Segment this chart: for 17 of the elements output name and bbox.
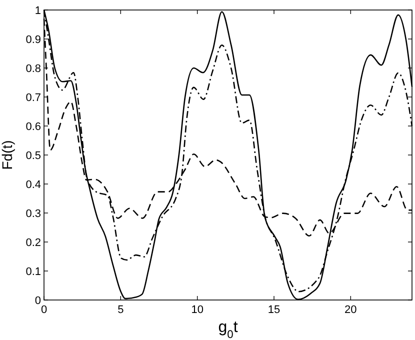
- x-tick-label: 20: [344, 304, 357, 316]
- y-tick-label: 0.6: [26, 120, 41, 133]
- x-tick-label: 5: [118, 304, 124, 316]
- x-axis-title: g$_{0}$t: [218, 319, 238, 340]
- y-tick-label: 1: [34, 4, 41, 17]
- y-tick-label: 0.9: [26, 34, 41, 46]
- y-tick-label: 0.2: [26, 236, 41, 249]
- y-axis-title: Fd(t): [0, 140, 15, 170]
- x-tick-label: 10: [191, 304, 204, 316]
- y-tick-label: 0.3: [26, 208, 41, 220]
- y-tick-label: 0.5: [26, 150, 41, 162]
- y-tick-label: 0: [34, 294, 41, 307]
- x-tick-label: 15: [268, 304, 280, 316]
- y-tick-label: 0.7: [26, 92, 41, 104]
- y-tick-label: 0.8: [26, 62, 41, 75]
- y-tick-label: 0.1: [26, 266, 41, 278]
- y-tick-label: 0.4: [26, 178, 41, 191]
